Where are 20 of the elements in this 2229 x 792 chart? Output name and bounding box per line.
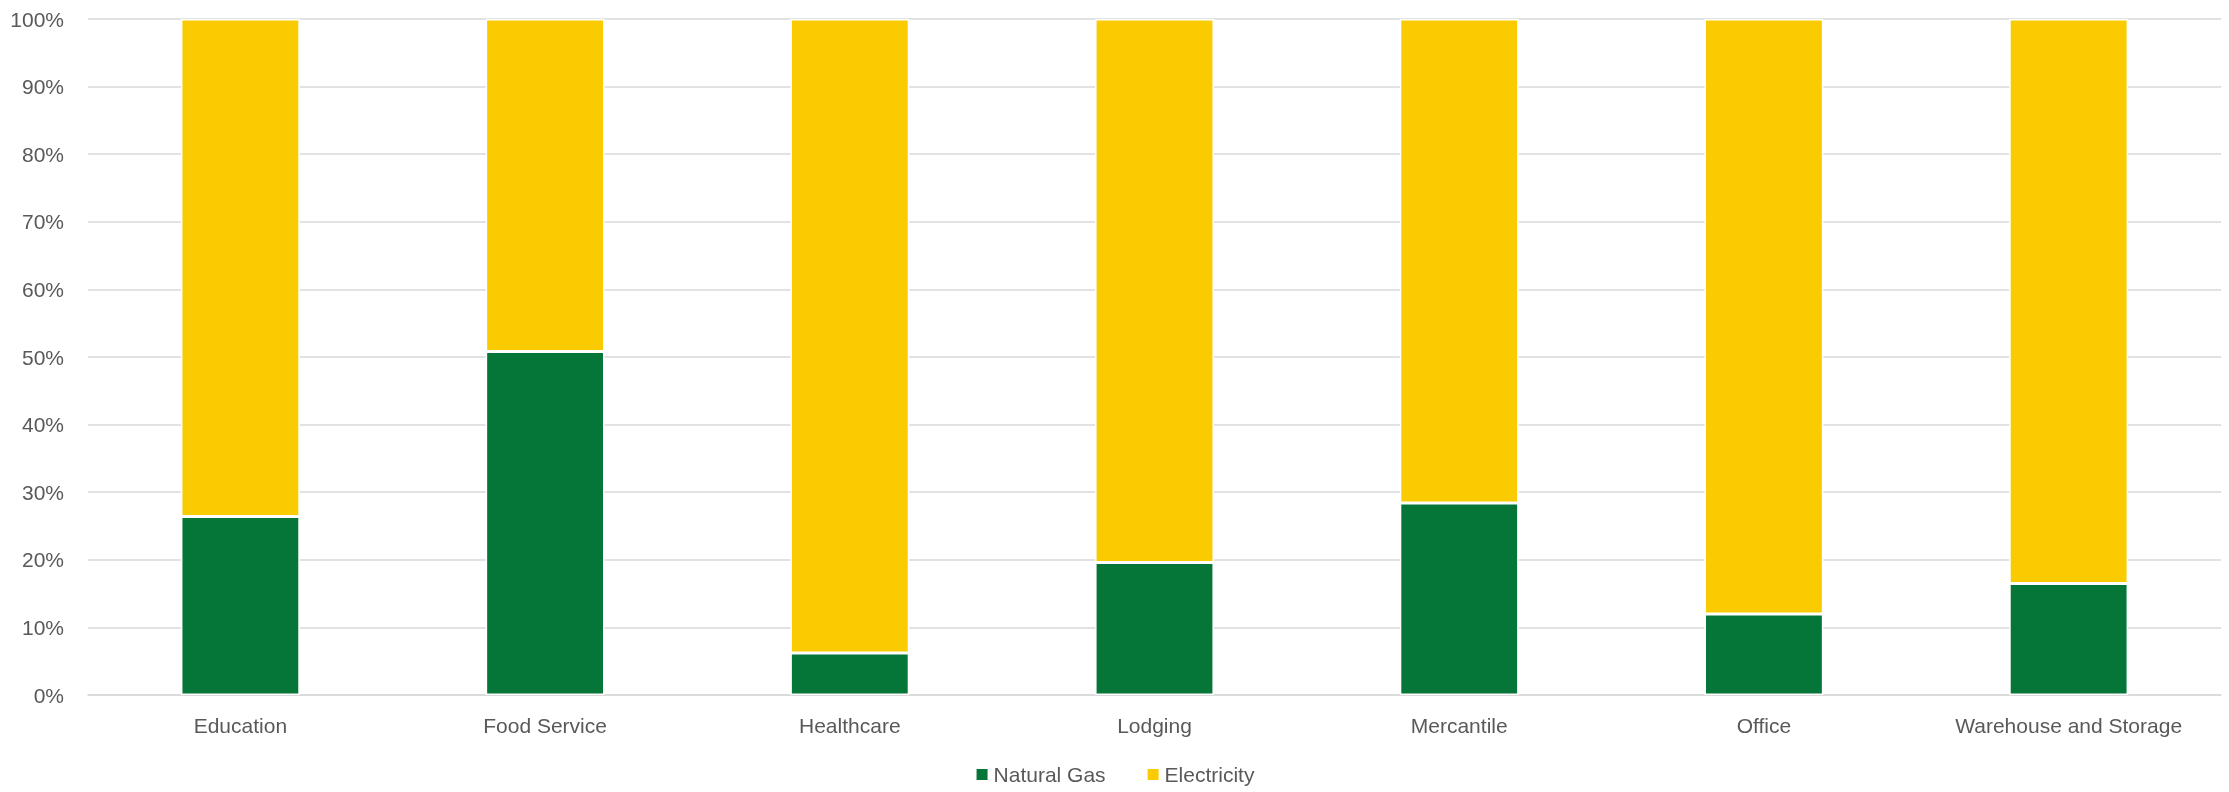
x-tick-label: Warehouse and Storage	[1955, 714, 2183, 737]
x-tick-label: Food Service	[483, 714, 607, 737]
x-tick-label: Education	[193, 714, 288, 737]
y-tick-label: 60%	[21, 277, 64, 301]
x-tick-label: Healthcare	[799, 714, 901, 737]
legend-label: Natural Gas	[993, 763, 1106, 786]
y-tick-label: 80%	[21, 142, 64, 166]
y-tick-label: 70%	[21, 210, 64, 234]
legend-label: Electricity	[1164, 763, 1255, 786]
y-tick-label: 90%	[21, 75, 64, 99]
y-tick-label: 40%	[21, 413, 64, 437]
x-tick-label: Office	[1736, 714, 1792, 737]
y-tick-label: 20%	[21, 548, 64, 572]
y-tick-label: 10%	[21, 615, 64, 639]
y-tick-label: 50%	[21, 345, 64, 369]
y-tick-label: 100%	[10, 7, 64, 31]
x-tick-label: Lodging	[1117, 714, 1192, 737]
y-tick-label: 0%	[33, 683, 64, 707]
y-tick-label: 30%	[21, 480, 64, 504]
x-tick-label: Mercantile	[1410, 714, 1508, 737]
